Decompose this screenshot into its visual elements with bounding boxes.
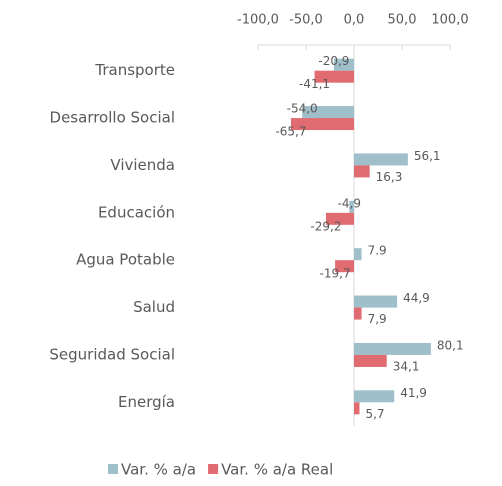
bar xyxy=(354,248,362,261)
legend-label: Var. % a/a xyxy=(121,461,196,479)
data-label: 7.9 xyxy=(368,244,387,258)
x-tick-label: 100,0 xyxy=(431,13,468,28)
data-label: 56,1 xyxy=(414,149,441,163)
legend-label: Var. % a/a Real xyxy=(221,461,333,479)
legend-swatch xyxy=(208,464,219,474)
data-label: 80,1 xyxy=(437,338,464,352)
x-tick-label: 50,0 xyxy=(388,13,417,28)
data-label: -65,7 xyxy=(275,125,306,139)
data-label: 34,1 xyxy=(393,359,420,373)
data-label: -41,1 xyxy=(299,77,330,91)
category-label: Vivienda xyxy=(110,156,175,174)
legend-swatch xyxy=(108,464,118,474)
x-tick-label: -100,0 xyxy=(237,13,279,28)
category-label: Seguridad Social xyxy=(49,345,175,363)
bar xyxy=(290,118,354,131)
bar xyxy=(354,307,362,320)
data-label: -54,0 xyxy=(287,102,318,116)
category-label: Educación xyxy=(98,203,175,221)
bar xyxy=(354,153,408,166)
bar xyxy=(354,354,387,367)
data-label: -29,2 xyxy=(310,219,341,233)
bar xyxy=(354,390,395,403)
category-label: Desarrollo Social xyxy=(50,109,175,127)
data-label: 5,7 xyxy=(365,407,384,421)
category-label: Energía xyxy=(118,393,175,411)
bar xyxy=(354,402,360,415)
category-label: Transporte xyxy=(94,61,175,79)
x-tick-label: -50,0 xyxy=(289,13,323,28)
bar xyxy=(354,342,431,355)
bar xyxy=(354,295,398,308)
category-label: Agua Potable xyxy=(76,251,175,269)
bar xyxy=(302,106,354,119)
bar xyxy=(333,58,354,71)
bar xyxy=(335,260,354,273)
data-label: 16,3 xyxy=(376,170,403,184)
data-label: 44,9 xyxy=(403,291,430,305)
data-label: 41,9 xyxy=(400,386,427,400)
data-label: -20,9 xyxy=(318,54,349,68)
data-label: 7,9 xyxy=(368,312,387,326)
bar xyxy=(314,70,354,83)
bar xyxy=(354,165,370,178)
category-label: Salud xyxy=(133,298,175,316)
bar xyxy=(349,200,354,213)
data-label: -4,9 xyxy=(338,196,361,210)
x-tick-label: 0,0 xyxy=(344,13,365,28)
data-label: -19,7 xyxy=(320,267,351,281)
bar xyxy=(325,212,354,225)
